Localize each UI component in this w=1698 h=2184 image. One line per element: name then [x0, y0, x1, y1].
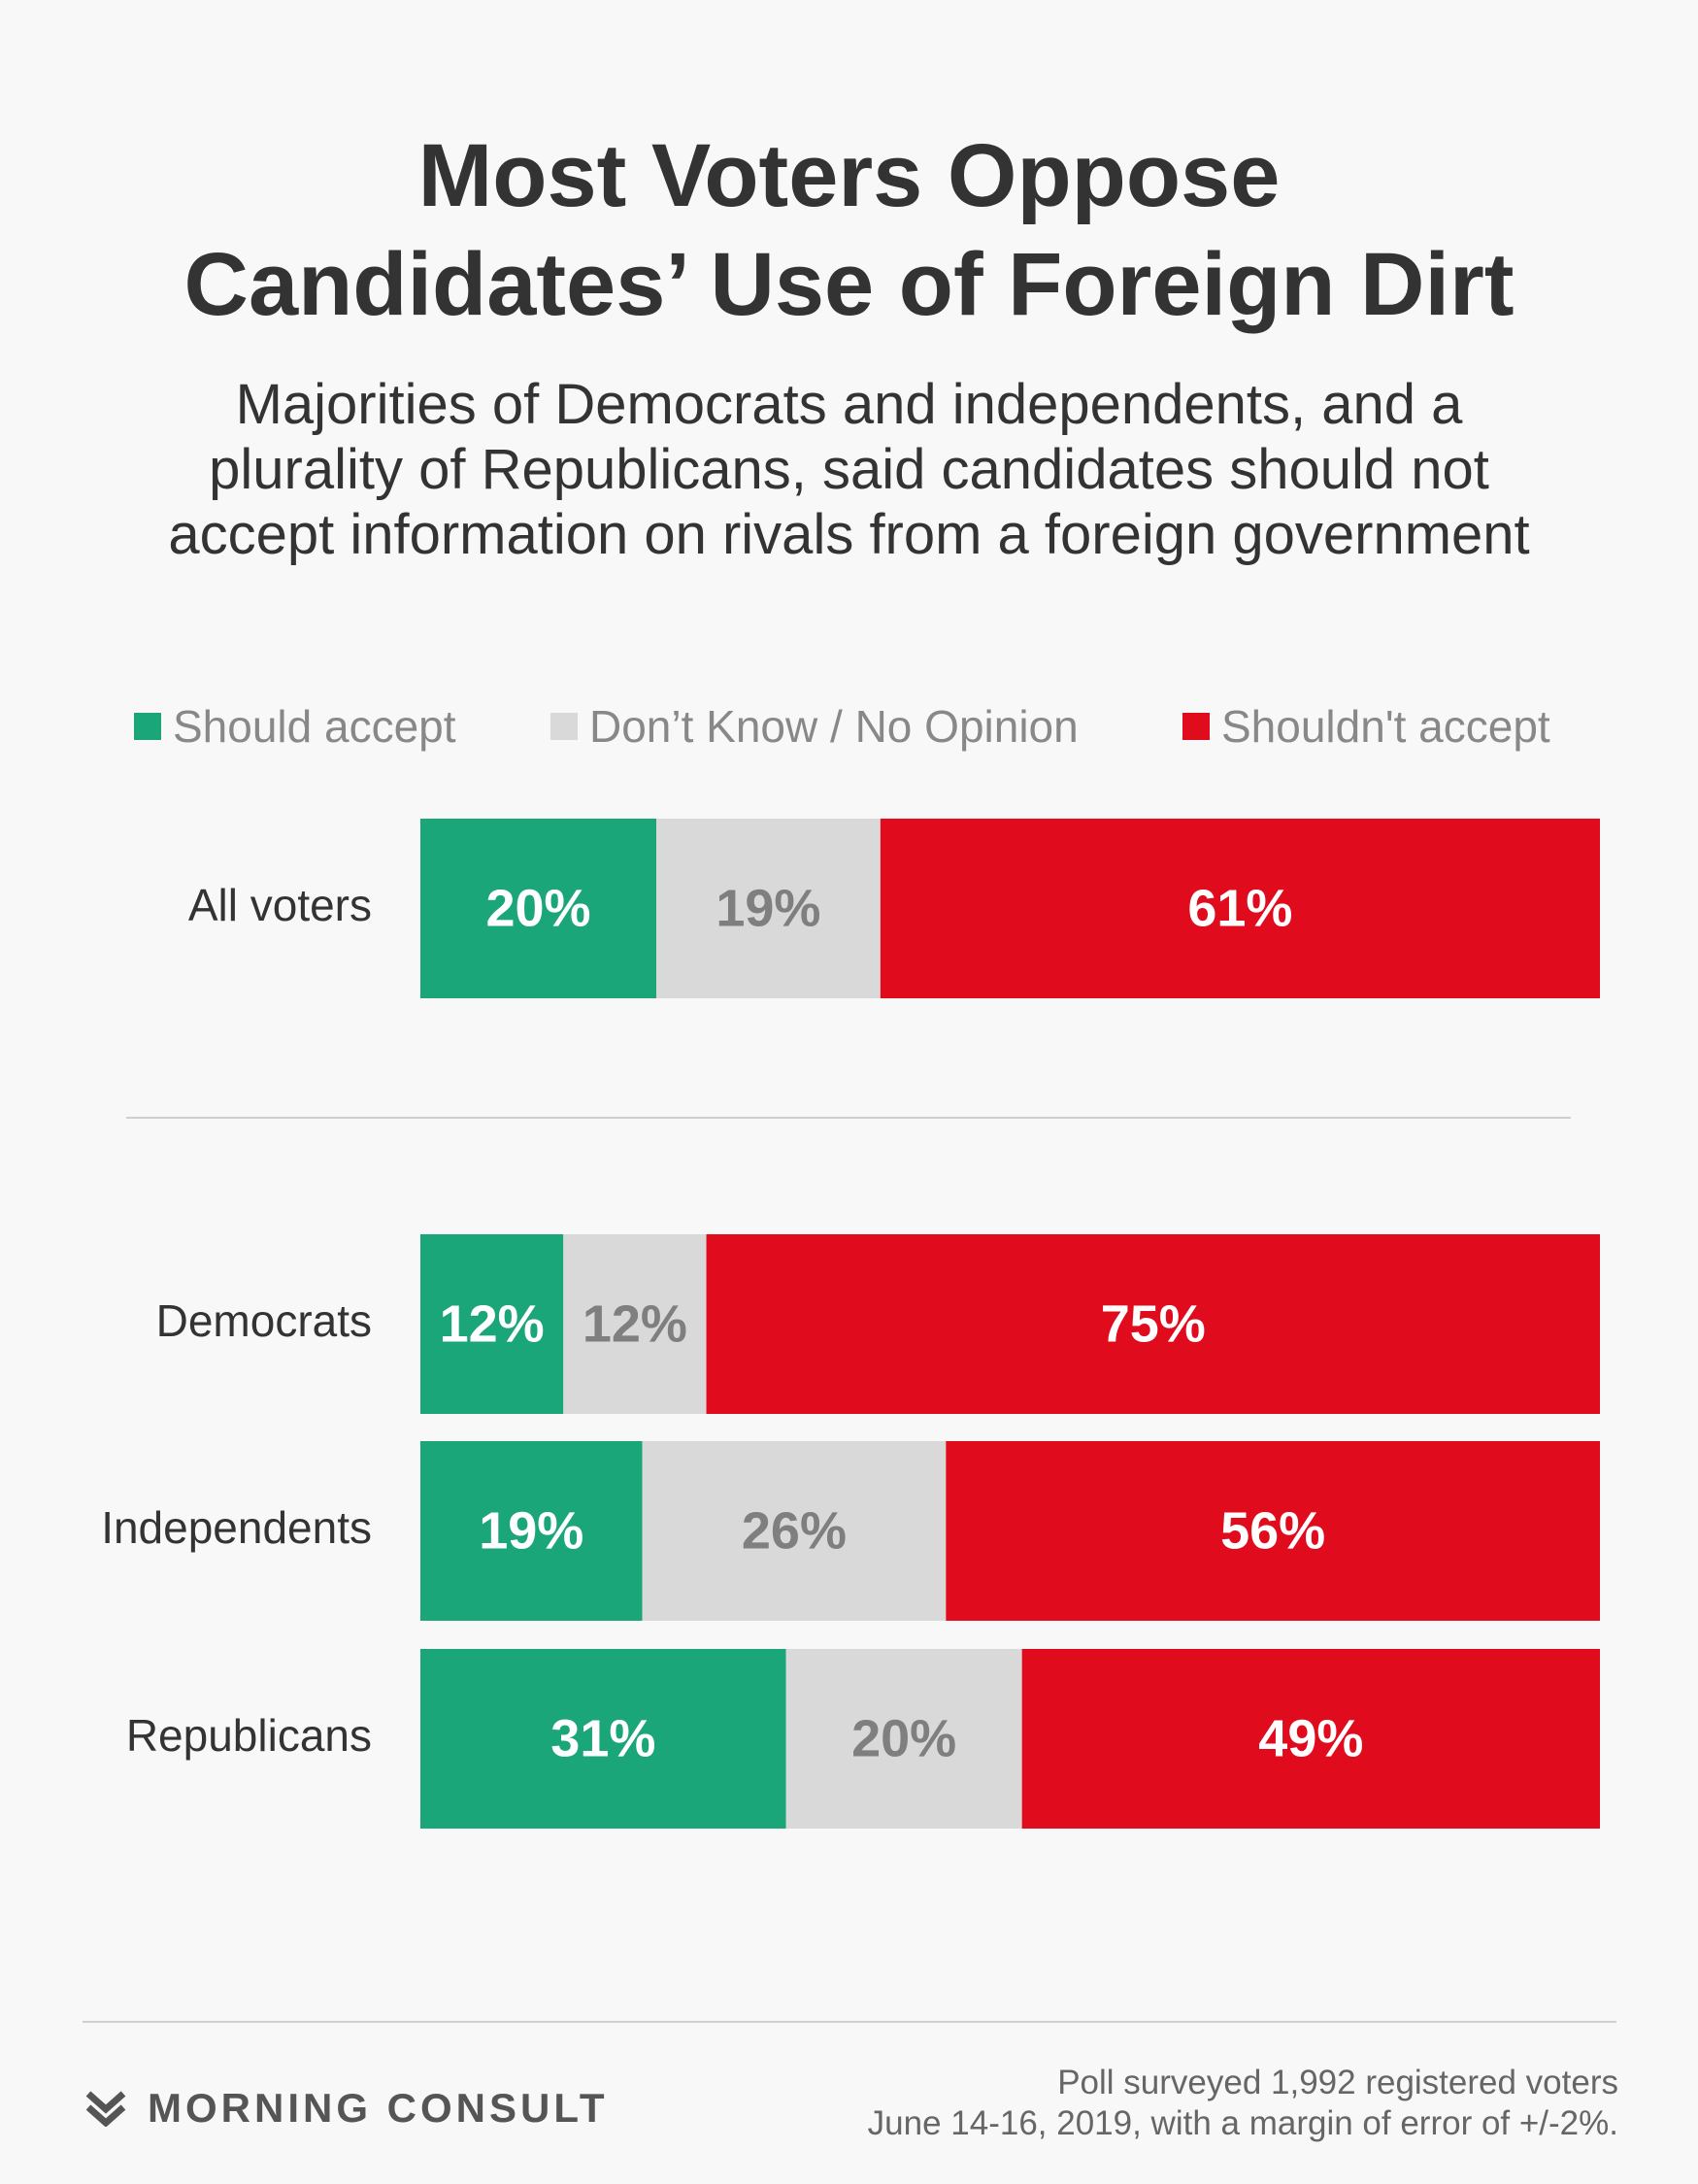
brand-name: MORNING CONSULT	[148, 2085, 609, 2131]
legend-swatch-should-accept	[134, 713, 161, 740]
source-note-line-2: June 14-16, 2019, with a margin of error…	[867, 2104, 1618, 2142]
data-label-republicans-dont-know: 20%	[851, 1710, 956, 1768]
category-label-independents: Independents	[101, 1502, 372, 1553]
legend-swatch-dont-know	[550, 713, 578, 740]
brand-logo: MORNING CONSULT	[85, 2079, 609, 2137]
data-label-all-voters-should-accept: 20%	[485, 880, 590, 938]
chart-title-line-1: Most Voters Oppose	[417, 126, 1281, 225]
bar-segment-democrats-dont-know	[563, 1234, 707, 1414]
category-label-democrats: Democrats	[155, 1295, 372, 1346]
bar-segment-republicans-dont-know	[785, 1649, 1022, 1829]
chart-title: Most Voters Oppose Candidates’ Use of Fo…	[0, 121, 1698, 339]
bar-segment-independents-should-accept	[420, 1441, 643, 1621]
footer-divider	[83, 2021, 1616, 2023]
bar-segment-republicans-shouldnt-accept	[1021, 1649, 1600, 1829]
chart-title-line-2: Candidates’ Use of Foreign Dirt	[183, 235, 1515, 334]
morning-consult-chevron-icon	[85, 2091, 126, 2127]
bar-segment-all-voters-shouldnt-accept	[880, 819, 1600, 998]
data-label-independents-should-accept: 19%	[479, 1502, 583, 1561]
bar-segment-all-voters-should-accept	[420, 819, 656, 998]
group-divider	[126, 1117, 1571, 1119]
chart-subtitle-line-3: accept information on rivals from a fore…	[168, 503, 1530, 566]
bar-segment-independents-dont-know	[642, 1441, 947, 1621]
source-note: Poll surveyed 1,992 registered voters Ju…	[868, 2063, 1618, 2144]
legend-item-shouldnt-accept: Shouldn't accept	[1182, 697, 1550, 756]
data-label-republicans-shouldnt-accept: 49%	[1258, 1710, 1363, 1768]
bar-segment-democrats-should-accept	[420, 1234, 564, 1414]
legend-label-shouldnt-accept: Shouldn't accept	[1221, 701, 1550, 752]
data-label-independents-dont-know: 26%	[742, 1502, 847, 1561]
data-label-democrats-shouldnt-accept: 75%	[1101, 1295, 1206, 1354]
data-label-democrats-dont-know: 12%	[583, 1295, 687, 1354]
bar-segment-independents-shouldnt-accept	[946, 1441, 1600, 1621]
data-label-all-voters-shouldnt-accept: 61%	[1187, 880, 1292, 938]
data-label-republicans-should-accept: 31%	[550, 1710, 655, 1768]
data-label-democrats-should-accept: 12%	[440, 1295, 545, 1354]
legend-item-dont-know: Don’t Know / No Opinion	[550, 697, 1079, 756]
bar-segment-republicans-should-accept	[420, 1649, 786, 1829]
legend-item-should-accept: Should accept	[134, 697, 456, 756]
legend-swatch-shouldnt-accept	[1182, 713, 1210, 740]
bar-segment-all-voters-dont-know	[656, 819, 881, 998]
chart-subtitle-line-2: plurality of Republicans, said candidate…	[209, 438, 1489, 501]
category-label-all-voters: All voters	[187, 880, 372, 930]
bar-segment-democrats-shouldnt-accept	[706, 1234, 1600, 1414]
chart-subtitle: Majorities of Democrats and independents…	[58, 372, 1640, 567]
source-note-line-1: Poll surveyed 1,992 registered voters	[1057, 2064, 1618, 2101]
chart-subtitle-line-1: Majorities of Democrats and independents…	[235, 373, 1463, 436]
category-label-republicans: Republicans	[125, 1710, 372, 1761]
legend-label-should-accept: Should accept	[173, 701, 456, 752]
data-label-all-voters-dont-know: 19%	[716, 880, 820, 938]
legend-label-dont-know: Don’t Know / No Opinion	[589, 701, 1079, 752]
data-label-independents-shouldnt-accept: 56%	[1220, 1502, 1325, 1561]
